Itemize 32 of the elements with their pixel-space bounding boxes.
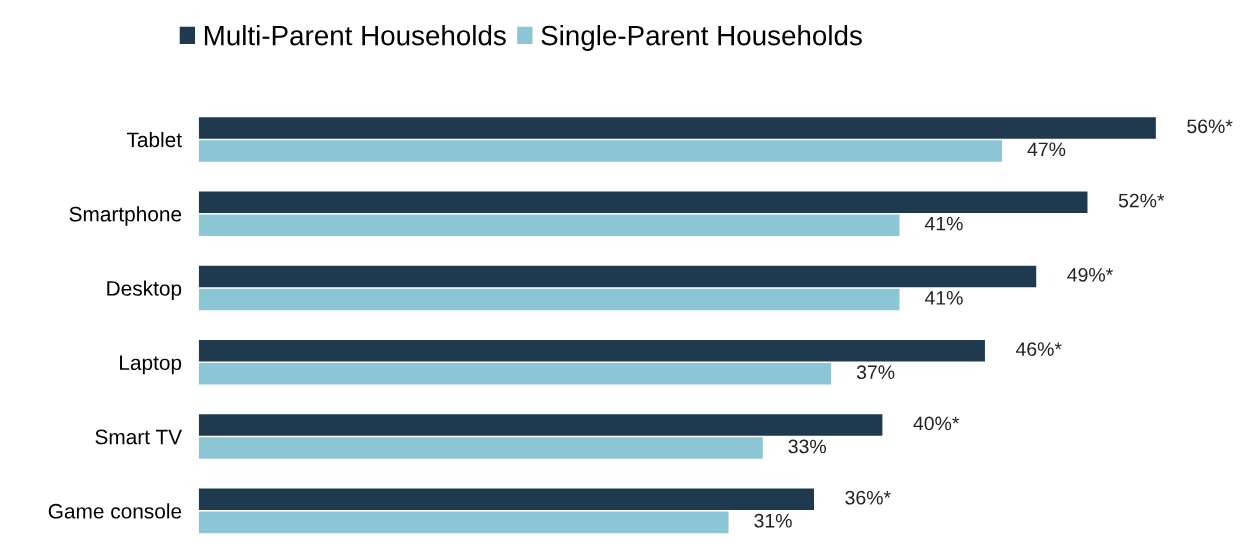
data-label: 41% xyxy=(924,216,963,231)
bar xyxy=(198,340,985,362)
legend-label: Single-Parent Households xyxy=(541,25,862,51)
bar xyxy=(198,140,1003,162)
bar xyxy=(198,511,729,534)
data-label: 49%* xyxy=(1067,267,1113,282)
bar xyxy=(198,117,1156,139)
data-label: 52%* xyxy=(1118,193,1165,208)
y-tick-label: Smartphone xyxy=(69,206,182,226)
y-tick-label: Tablet xyxy=(126,131,182,148)
bar xyxy=(198,191,1088,214)
y-tick-label: Desktop xyxy=(107,280,182,300)
bar xyxy=(198,414,883,436)
data-label: 47% xyxy=(1027,142,1066,157)
bar xyxy=(198,265,1037,288)
data-label: 40%* xyxy=(913,416,960,431)
data-label: 36%* xyxy=(845,490,891,505)
data-label: 31% xyxy=(754,513,792,528)
data-label: 33% xyxy=(788,439,826,454)
bar xyxy=(198,363,832,385)
bar xyxy=(198,488,815,511)
data-label: 56%* xyxy=(1187,119,1233,134)
y-tick-label: Smart TV xyxy=(95,429,182,445)
legend-label: Multi-Parent Households xyxy=(204,25,506,46)
y-tick-label: Laptop xyxy=(120,355,182,375)
data-label: 41% xyxy=(924,291,963,305)
data-label: 46%* xyxy=(1015,342,1062,357)
bar xyxy=(198,288,900,311)
y-tick-label: Game console xyxy=(48,503,182,519)
data-label: 37% xyxy=(856,365,895,380)
bar xyxy=(198,214,900,237)
bar xyxy=(198,437,763,459)
